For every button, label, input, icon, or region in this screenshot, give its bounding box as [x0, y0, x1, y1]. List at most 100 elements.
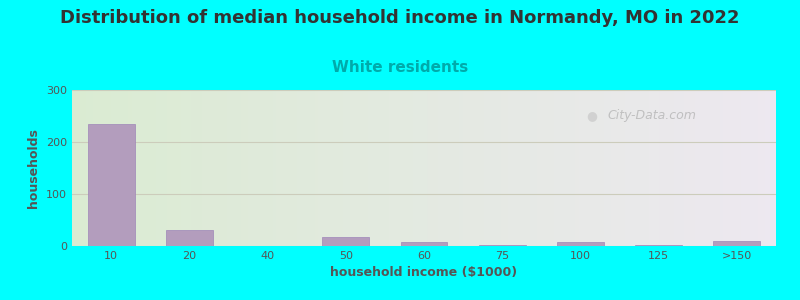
Bar: [343, 90, 346, 246]
Y-axis label: households: households: [27, 128, 41, 208]
Bar: [755, 90, 758, 246]
Bar: [610, 90, 614, 246]
Bar: [741, 90, 744, 246]
Bar: [723, 90, 726, 246]
Bar: [614, 90, 618, 246]
Bar: [720, 90, 723, 246]
Bar: [315, 90, 318, 246]
Bar: [192, 90, 195, 246]
Bar: [579, 90, 582, 246]
Bar: [522, 90, 526, 246]
Bar: [554, 90, 558, 246]
Bar: [234, 90, 238, 246]
Bar: [470, 90, 474, 246]
Bar: [713, 90, 716, 246]
Bar: [346, 90, 350, 246]
Bar: [744, 90, 748, 246]
Bar: [509, 90, 512, 246]
Bar: [202, 90, 206, 246]
Text: White residents: White residents: [332, 60, 468, 75]
Bar: [157, 90, 160, 246]
Bar: [269, 90, 273, 246]
Bar: [438, 90, 442, 246]
Bar: [230, 90, 234, 246]
Bar: [414, 90, 417, 246]
Bar: [283, 90, 286, 246]
Bar: [459, 90, 462, 246]
Bar: [178, 90, 181, 246]
Bar: [646, 90, 650, 246]
Bar: [185, 90, 188, 246]
X-axis label: household income ($1000): household income ($1000): [330, 266, 518, 279]
Bar: [371, 90, 374, 246]
Bar: [758, 90, 762, 246]
Bar: [477, 90, 480, 246]
Bar: [206, 90, 210, 246]
Bar: [195, 90, 198, 246]
Bar: [107, 90, 110, 246]
Bar: [401, 242, 447, 246]
Bar: [361, 90, 364, 246]
Bar: [568, 90, 572, 246]
Bar: [262, 90, 266, 246]
Bar: [663, 90, 667, 246]
Bar: [298, 90, 301, 246]
Bar: [386, 90, 389, 246]
Bar: [456, 90, 459, 246]
Bar: [88, 124, 134, 246]
Bar: [452, 90, 456, 246]
Bar: [90, 90, 93, 246]
Bar: [374, 90, 378, 246]
Bar: [146, 90, 150, 246]
Bar: [248, 90, 251, 246]
Bar: [410, 90, 414, 246]
Bar: [100, 90, 104, 246]
Bar: [399, 90, 403, 246]
Bar: [618, 90, 621, 246]
Bar: [378, 90, 382, 246]
Bar: [484, 90, 487, 246]
Bar: [118, 90, 122, 246]
Bar: [691, 90, 695, 246]
Bar: [625, 90, 628, 246]
Bar: [748, 90, 751, 246]
Bar: [104, 90, 107, 246]
Bar: [354, 90, 357, 246]
Bar: [667, 90, 670, 246]
Bar: [417, 90, 421, 246]
Bar: [427, 90, 431, 246]
Bar: [308, 90, 311, 246]
Bar: [311, 90, 315, 246]
Bar: [210, 90, 213, 246]
Bar: [593, 90, 597, 246]
Bar: [160, 90, 163, 246]
Bar: [734, 90, 738, 246]
Bar: [530, 90, 533, 246]
Bar: [656, 90, 660, 246]
Bar: [286, 90, 290, 246]
Bar: [600, 90, 603, 246]
Bar: [537, 90, 540, 246]
Bar: [382, 90, 386, 246]
Bar: [638, 90, 642, 246]
Bar: [621, 90, 625, 246]
Bar: [505, 90, 509, 246]
Text: ●: ●: [586, 109, 597, 122]
Bar: [681, 90, 685, 246]
Bar: [220, 90, 223, 246]
Bar: [533, 90, 537, 246]
Bar: [396, 90, 399, 246]
Bar: [304, 90, 308, 246]
Bar: [329, 90, 333, 246]
Bar: [163, 90, 167, 246]
Bar: [170, 90, 174, 246]
Bar: [368, 90, 371, 246]
Bar: [575, 90, 579, 246]
Bar: [562, 90, 565, 246]
Bar: [762, 90, 766, 246]
Bar: [716, 90, 720, 246]
Bar: [350, 90, 354, 246]
Bar: [487, 90, 491, 246]
Bar: [502, 90, 505, 246]
Bar: [421, 90, 424, 246]
